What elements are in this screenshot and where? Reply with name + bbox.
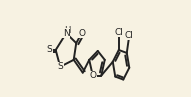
Text: Cl: Cl [114,28,123,37]
Text: N: N [63,29,70,38]
Text: S: S [47,45,53,55]
Text: S: S [57,62,63,71]
Text: H: H [64,26,70,35]
Text: Cl: Cl [125,31,134,40]
Text: O: O [78,29,85,38]
Text: O: O [89,71,96,80]
